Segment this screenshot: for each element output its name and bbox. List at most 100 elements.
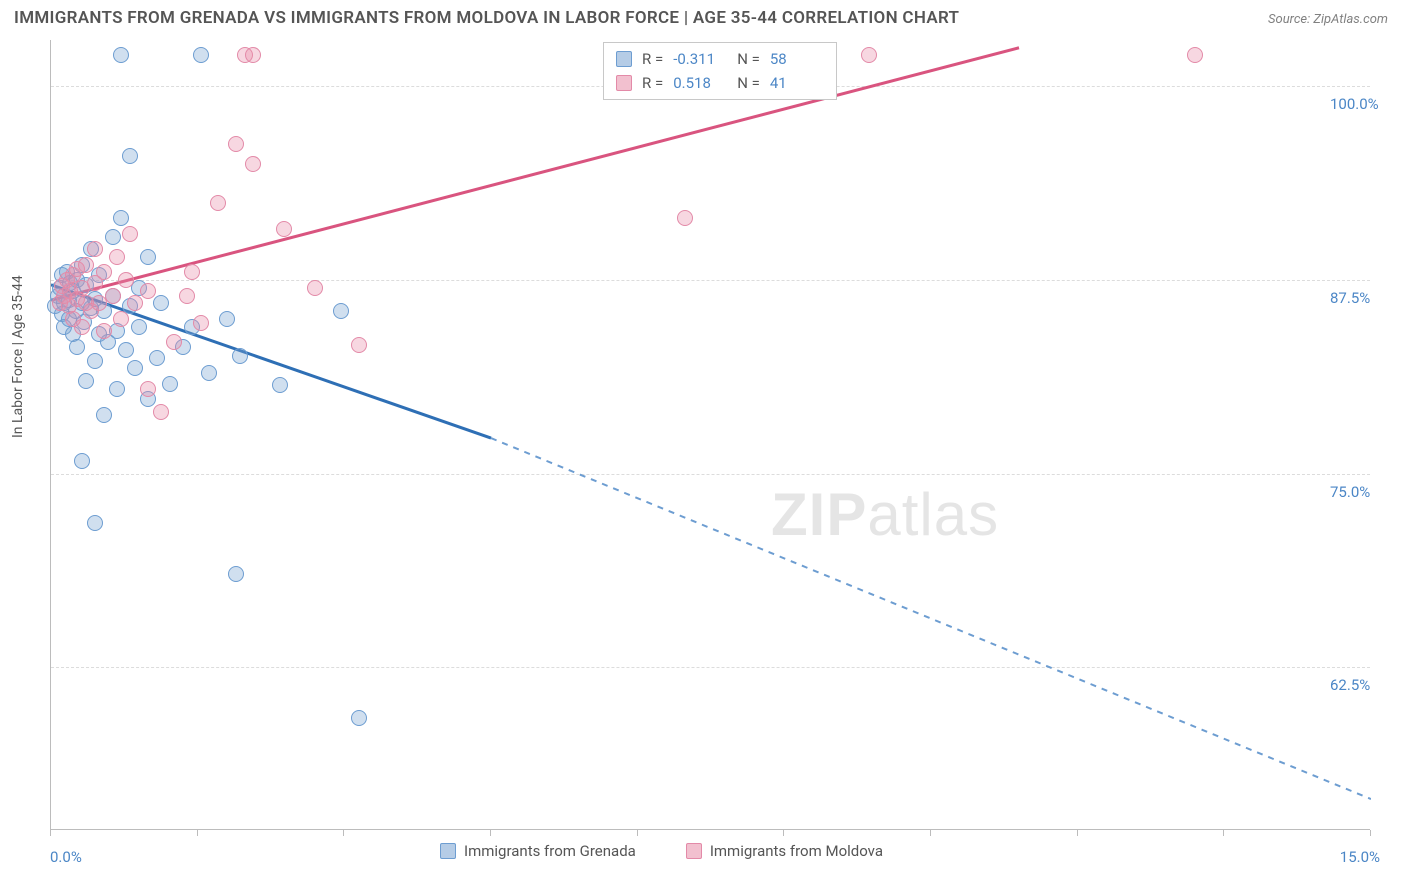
point-grenada xyxy=(131,319,147,335)
point-moldova xyxy=(228,136,244,152)
x-tick-mark xyxy=(490,830,491,836)
point-moldova xyxy=(87,241,103,257)
point-grenada xyxy=(118,342,134,358)
point-grenada xyxy=(113,210,129,226)
stats-n-value: 58 xyxy=(770,50,824,68)
point-moldova xyxy=(74,319,90,335)
point-grenada xyxy=(127,360,143,376)
point-moldova xyxy=(307,280,323,296)
point-grenada xyxy=(69,339,85,355)
point-moldova xyxy=(127,295,143,311)
gridline-horizontal xyxy=(51,667,1370,668)
point-moldova xyxy=(245,47,261,63)
legend-swatch xyxy=(686,843,702,859)
x-tick-mark xyxy=(1223,830,1224,836)
legend-swatch xyxy=(440,843,456,859)
source-label: Source: ZipAtlas.com xyxy=(1268,12,1388,27)
point-moldova xyxy=(140,381,156,397)
point-grenada xyxy=(232,348,248,364)
point-grenada xyxy=(105,229,121,245)
point-moldova xyxy=(78,257,94,273)
point-moldova xyxy=(96,323,112,339)
point-moldova xyxy=(1187,47,1203,63)
watermark-zip: ZIP xyxy=(771,481,867,548)
legend-label: Immigrants from Moldova xyxy=(710,842,883,860)
point-moldova xyxy=(210,195,226,211)
point-grenada xyxy=(272,377,288,393)
y-tick-label: 100.0% xyxy=(1330,95,1379,113)
point-moldova xyxy=(677,210,693,226)
point-grenada xyxy=(228,566,244,582)
stats-r-value: -0.311 xyxy=(673,50,727,68)
point-grenada xyxy=(149,350,165,366)
point-grenada xyxy=(162,376,178,392)
point-grenada xyxy=(78,373,94,389)
plot-area: R = -0.311 N = 58 R = 0.518 N = 41 ZIPatlas xyxy=(50,40,1370,830)
stats-n-value: 41 xyxy=(770,74,824,92)
point-moldova xyxy=(351,337,367,353)
point-moldova xyxy=(109,249,125,265)
point-grenada xyxy=(201,365,217,381)
y-axis-title: In Labor Force | Age 35-44 xyxy=(10,275,26,438)
watermark: ZIPatlas xyxy=(771,480,999,549)
chart-title: IMMIGRANTS FROM GRENADA VS IMMIGRANTS FR… xyxy=(14,8,959,28)
point-moldova xyxy=(193,315,209,331)
gridline-horizontal xyxy=(51,280,1370,281)
stats-n-label: N = xyxy=(737,74,760,92)
legend-item: Immigrants from Grenada xyxy=(440,842,636,860)
point-grenada xyxy=(219,311,235,327)
point-moldova xyxy=(113,311,129,327)
point-grenada xyxy=(122,148,138,164)
y-tick-label: 75.0% xyxy=(1330,483,1370,501)
point-grenada xyxy=(74,453,90,469)
stats-n-label: N = xyxy=(737,50,760,68)
y-tick-label: 62.5% xyxy=(1330,676,1370,694)
point-grenada xyxy=(109,381,125,397)
stats-swatch xyxy=(616,51,632,67)
stats-r-label: R = xyxy=(642,50,663,68)
point-grenada xyxy=(193,47,209,63)
x-tick-mark xyxy=(343,830,344,836)
point-moldova xyxy=(105,288,121,304)
point-moldova xyxy=(153,404,169,420)
point-grenada xyxy=(96,407,112,423)
stats-r-label: R = xyxy=(642,74,663,92)
x-tick-label: 15.0% xyxy=(1340,848,1380,866)
point-grenada xyxy=(333,303,349,319)
point-moldova xyxy=(96,264,112,280)
stats-row: R = -0.311 N = 58 xyxy=(616,47,824,71)
point-grenada xyxy=(113,47,129,63)
point-grenada xyxy=(140,249,156,265)
x-tick-mark xyxy=(1370,830,1371,836)
point-moldova xyxy=(861,47,877,63)
x-tick-mark xyxy=(637,830,638,836)
x-tick-mark xyxy=(783,830,784,836)
point-grenada xyxy=(153,295,169,311)
point-moldova xyxy=(276,221,292,237)
stats-row: R = 0.518 N = 41 xyxy=(616,71,824,95)
point-moldova xyxy=(245,156,261,172)
x-tick-mark xyxy=(197,830,198,836)
regression-line-grenada-solid xyxy=(51,285,491,438)
x-tick-mark xyxy=(50,830,51,836)
stats-swatch xyxy=(616,75,632,91)
x-tick-mark xyxy=(1077,830,1078,836)
x-tick-label: 0.0% xyxy=(50,848,82,866)
point-moldova xyxy=(122,226,138,242)
point-moldova xyxy=(179,288,195,304)
legend: Immigrants from Grenada Immigrants from M… xyxy=(440,842,883,860)
point-grenada xyxy=(87,515,103,531)
x-tick-mark xyxy=(930,830,931,836)
point-moldova xyxy=(184,264,200,280)
stats-r-value: 0.518 xyxy=(673,74,727,92)
legend-item: Immigrants from Moldova xyxy=(686,842,883,860)
gridline-horizontal xyxy=(51,474,1370,475)
watermark-atlas: atlas xyxy=(867,481,999,548)
point-grenada xyxy=(87,353,103,369)
legend-label: Immigrants from Grenada xyxy=(464,842,636,860)
stats-box: R = -0.311 N = 58 R = 0.518 N = 41 xyxy=(603,42,837,100)
point-moldova xyxy=(140,283,156,299)
y-tick-label: 87.5% xyxy=(1330,289,1370,307)
point-moldova xyxy=(118,272,134,288)
point-grenada xyxy=(351,710,367,726)
